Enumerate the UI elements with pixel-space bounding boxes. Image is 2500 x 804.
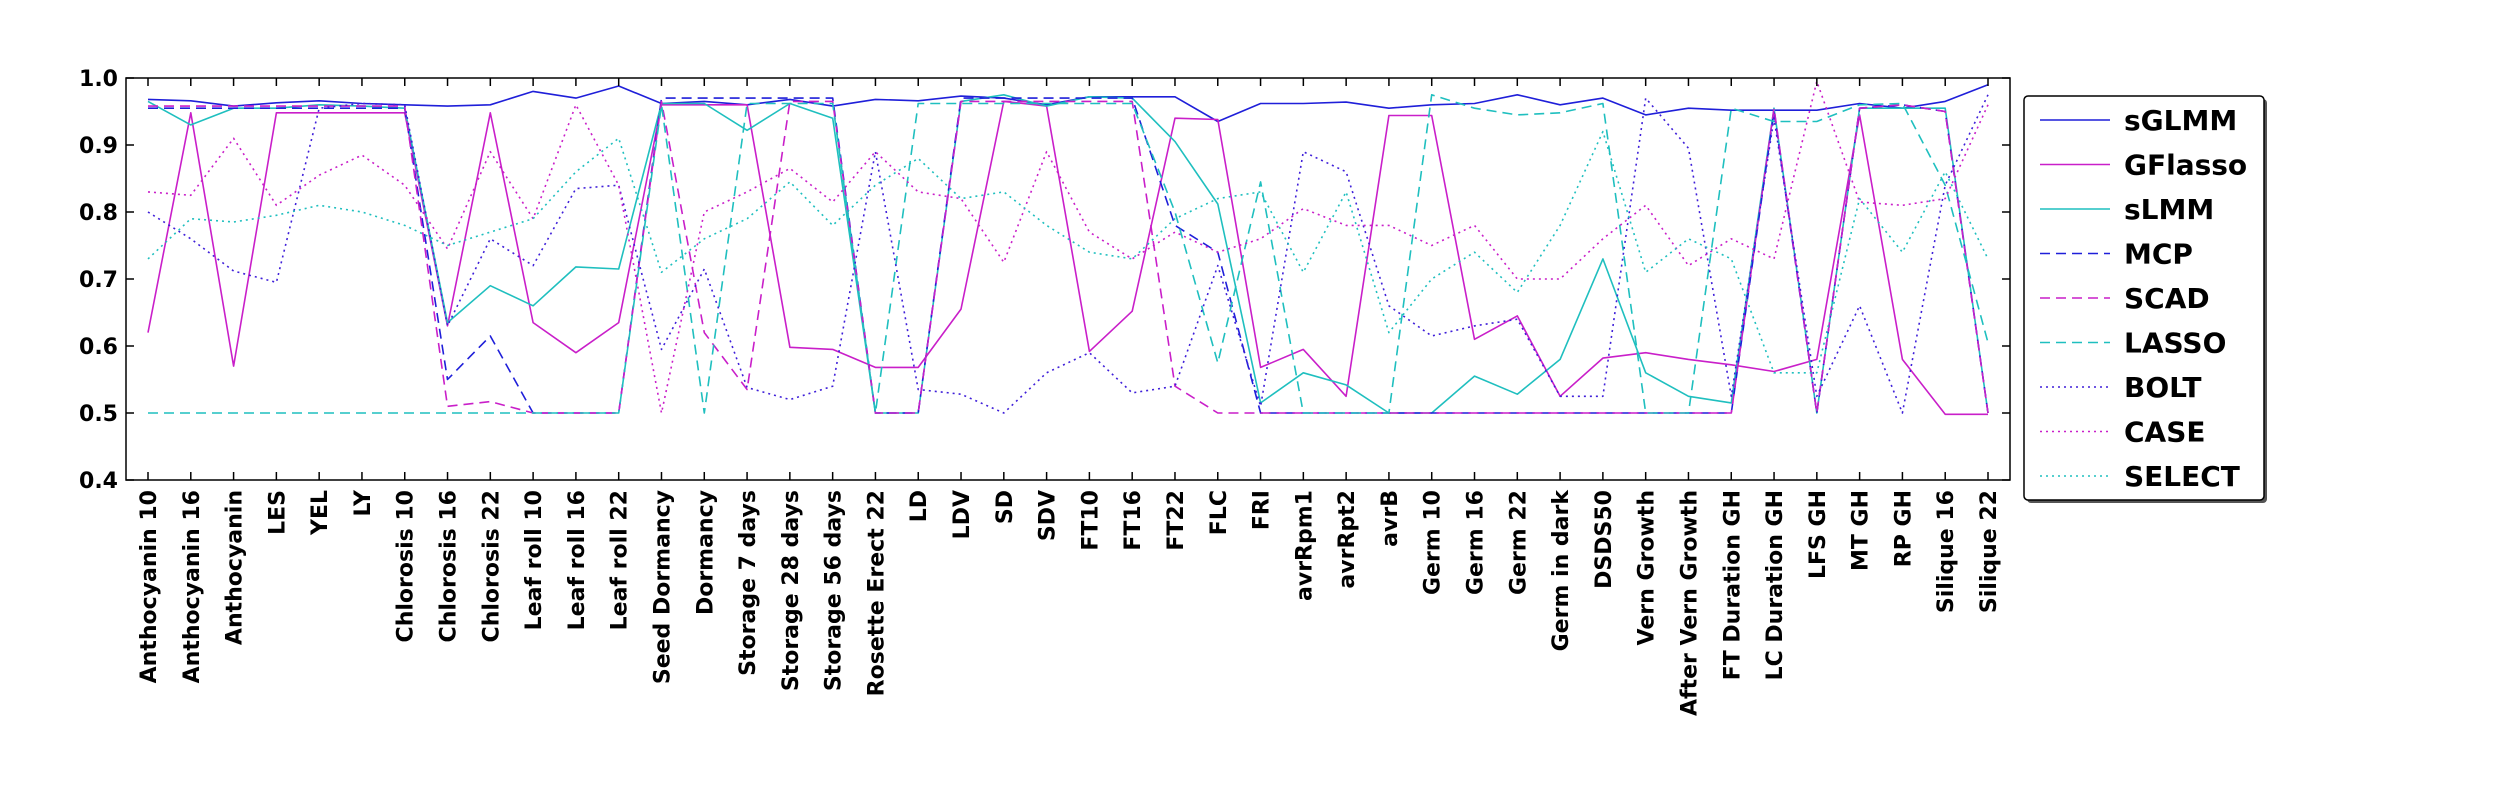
x-tick-label: DSDS50 <box>1592 490 1617 589</box>
x-tick-label: FT22 <box>1164 490 1189 551</box>
x-tick-label: SD <box>993 490 1018 524</box>
x-tick-label: Germ in dark <box>1549 489 1574 652</box>
x-tick-label: Chlorosis 16 <box>437 490 462 642</box>
x-tick-label: Storage 7 days <box>736 490 761 676</box>
y-tick-label: 0.8 <box>79 201 118 226</box>
series-line-scad <box>148 100 1989 414</box>
x-tick-label: LC Duration GH <box>1763 490 1788 680</box>
x-tick-label: avrRpm1 <box>1292 490 1317 601</box>
legend-label-gflasso: GFlasso <box>2124 149 2247 182</box>
series-line-gflasso <box>147 100 1988 416</box>
x-tick-label: MT GH <box>1849 490 1874 571</box>
x-tick-label: Seed Dormancy <box>650 490 675 684</box>
x-tick-label: Leaf roll 10 <box>522 490 547 630</box>
x-tick-label: LD <box>907 490 932 522</box>
series-line-slmm <box>147 94 1989 414</box>
x-tick-label: Rosette Erect 22 <box>864 490 889 696</box>
x-tick-label: Anthocyanin 10 <box>137 490 162 683</box>
x-tick-label: Storage 56 days <box>822 490 847 691</box>
series-line-bolt <box>147 94 1989 414</box>
y-tick-label: 0.7 <box>79 268 118 293</box>
x-tick-label: FT10 <box>1078 490 1103 551</box>
x-tick-label: RP GH <box>1891 490 1916 567</box>
y-tick-label: 0.6 <box>79 335 118 360</box>
legend-label-lasso: LASSO <box>2124 327 2226 360</box>
plot-area <box>147 80 1989 416</box>
legend-box <box>2023 95 2265 501</box>
x-tick-label: Leaf roll 16 <box>565 490 590 630</box>
x-tick-label: LDV <box>950 490 975 539</box>
x-tick-label: FT16 <box>1121 490 1146 551</box>
legend-label-sglmm: sGLMM <box>2124 104 2237 137</box>
x-tick-label: LY <box>351 489 376 517</box>
x-tick-label: Germ 16 <box>1464 490 1489 595</box>
y-tick-label: 0.4 <box>79 469 118 494</box>
x-tick-label: Silique 22 <box>1977 490 2002 613</box>
x-tick-label: YEL <box>308 490 333 536</box>
x-tick-label: Germ 10 <box>1421 490 1446 595</box>
axes: 0.4 0.5 0.6 0.7 0.8 0.9 1.0 Anthocyanin 10 Antho… <box>79 67 2010 716</box>
x-tick-label: avrB <box>1378 490 1403 547</box>
y-tick-label: 0.5 <box>79 402 118 427</box>
x-tick-label: FT Duration GH <box>1720 490 1745 680</box>
legend-label-select: SELECT <box>2124 460 2240 493</box>
x-tick-label: LFS GH <box>1806 490 1831 579</box>
x-tick-label: Anthocyanin <box>223 490 248 645</box>
legend: sGLMM GFlasso sLMM MCP SCAD LASSO BOLT CASE SELE… <box>2023 95 2267 503</box>
x-tick-label: Chlorosis 10 <box>394 490 419 642</box>
series-line-lasso <box>148 94 1989 414</box>
y-tick-label: 1.0 <box>79 67 118 92</box>
legend-label-mcp: MCP <box>2124 238 2193 271</box>
x-tick-label: SDV <box>1036 490 1061 541</box>
x-tick-label: FLC <box>1207 490 1232 535</box>
legend-label-bolt: BOLT <box>2124 371 2201 404</box>
series-line-select <box>147 130 1989 374</box>
x-tick-label: After Vern Growth <box>1677 490 1702 716</box>
x-tick-label: Dormancy <box>693 490 718 615</box>
legend-label-case: CASE <box>2124 416 2206 449</box>
x-tick-label: LES <box>265 490 290 535</box>
legend-label-slmm: sLMM <box>2124 193 2214 226</box>
x-tick-label: Silique 16 <box>1934 490 1959 613</box>
x-tick-label: FRI <box>1250 490 1275 530</box>
series-line-mcp <box>148 97 1989 414</box>
x-tick-label: Leaf roll 22 <box>608 490 633 630</box>
x-tick-label: Chlorosis 22 <box>479 490 504 642</box>
x-tick-label: Anthocyanin 16 <box>180 490 205 683</box>
y-tick-label: 0.9 <box>79 134 118 159</box>
x-tick-label: Storage 28 days <box>779 490 804 691</box>
x-tick-label: Vern Growth <box>1635 490 1660 645</box>
legend-label-scad: SCAD <box>2124 282 2210 315</box>
x-tick-label: avrRpt2 <box>1335 490 1360 589</box>
x-tick-label: Germ 22 <box>1506 490 1531 595</box>
